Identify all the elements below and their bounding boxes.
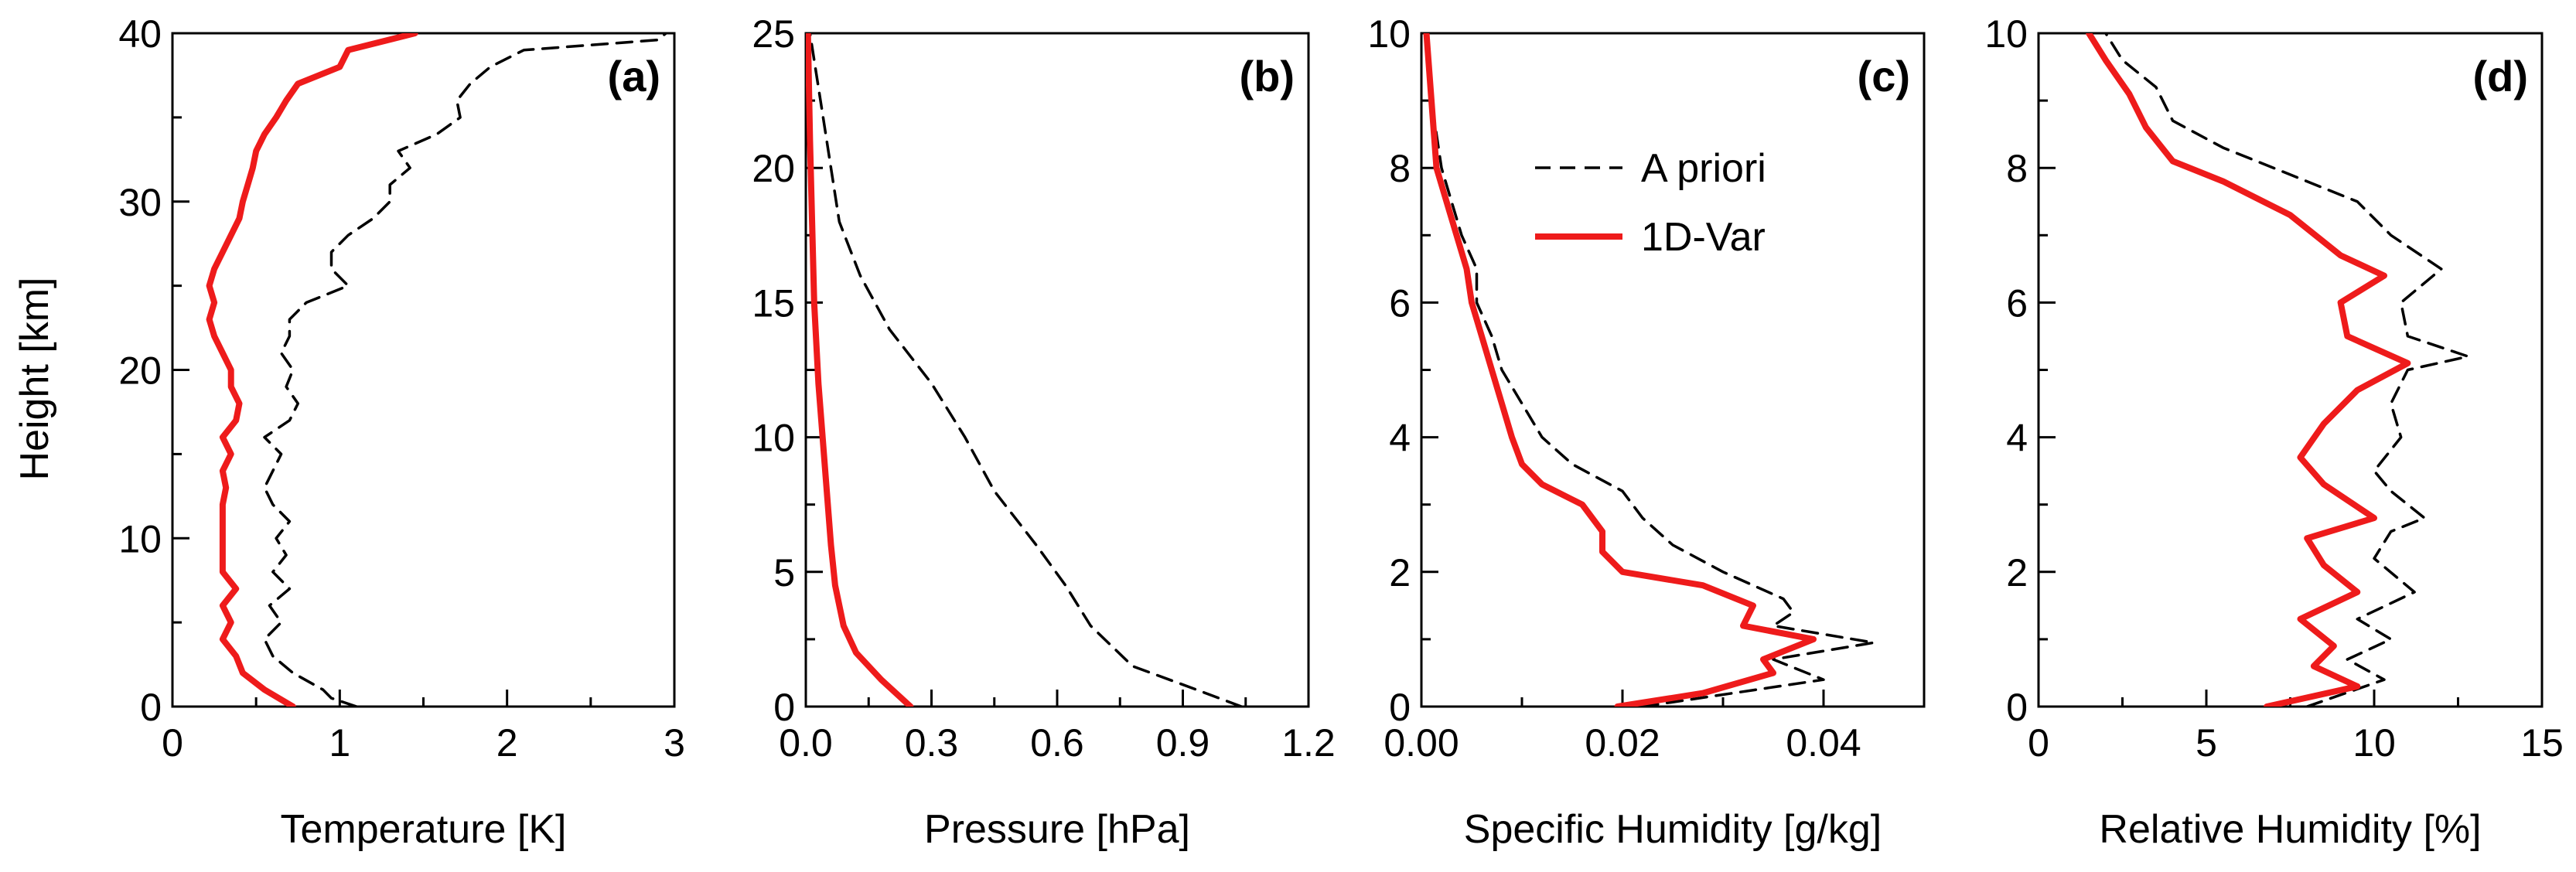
series-line-1d-var	[806, 33, 914, 707]
y-tick-label: 0	[1389, 686, 1411, 729]
x-axis-label: Pressure [hPa]	[924, 807, 1190, 852]
legend-label-a-priori: A priori	[1641, 146, 1766, 191]
y-tick-label: 40	[118, 12, 162, 56]
y-tick-label: 6	[1389, 281, 1411, 325]
y-tick-label: 8	[1389, 147, 1411, 190]
y-axis-label: Height [km]	[12, 278, 57, 481]
x-tick-label: 0.6	[1030, 721, 1084, 765]
x-tick-label: 0	[162, 721, 183, 765]
x-axis-label: Specific Humidity [g/kg]	[1464, 807, 1882, 852]
y-tick-label: 15	[752, 281, 795, 325]
x-tick-label: 5	[2196, 721, 2217, 765]
x-axis-label: Relative Humidity [%]	[2099, 807, 2481, 852]
plot-frame	[171, 32, 676, 708]
chart-panel-1: 0.0 0.3 0.6 0.9 1.2 0 5 10 15 20 25 (b) Pressure [hP…	[752, 12, 1335, 852]
y-tick-label: 10	[1367, 12, 1411, 56]
series-line-a-priori	[2104, 33, 2470, 707]
plot-frame	[1420, 32, 1926, 708]
series-line-1d-var	[206, 33, 418, 707]
legend: A priori 1D-Var	[1535, 146, 1766, 260]
x-tick-label: 3	[664, 721, 685, 765]
x-tick-label: 1.2	[1281, 721, 1336, 765]
plot-frame	[804, 32, 1310, 708]
y-tick-label: 30	[118, 181, 162, 224]
chart-panel-2: 0.00 0.02 0.04 0 2 4 6 8 10 (c) Specific Humidity …	[1367, 12, 1926, 852]
x-tick-label: 0	[2028, 721, 2049, 765]
x-tick-label: 1	[329, 721, 350, 765]
x-tick-label: 0.9	[1156, 721, 1210, 765]
y-tick-label: 5	[773, 551, 795, 594]
series-line-a-priori	[263, 33, 667, 707]
y-tick-label: 25	[752, 12, 795, 56]
panel-label: (c)	[1858, 52, 1910, 100]
chart-panel-3: 0 5 10 15 0 2 4 6 8 10 (d) Relative Humidity [%]	[1984, 12, 2563, 852]
y-tick-label: 4	[2006, 417, 2028, 460]
y-tick-label: 8	[2006, 147, 2028, 190]
y-tick-label: 4	[1389, 417, 1411, 460]
series-line-1d-var	[2086, 33, 2411, 707]
panel-label: (a)	[608, 52, 660, 100]
y-tick-label: 0	[773, 686, 795, 729]
x-tick-label: 0.04	[1786, 721, 1861, 765]
y-tick-label: 20	[752, 147, 795, 190]
y-tick-label: 20	[118, 349, 162, 393]
y-tick-label: 2	[1389, 551, 1411, 594]
y-tick-label: 0	[2006, 686, 2028, 729]
y-tick-label: 10	[752, 417, 795, 460]
panel-label: (b)	[1239, 52, 1295, 100]
series-line-a-priori	[808, 33, 1244, 707]
y-tick-label: 10	[118, 517, 162, 560]
panel-label: (d)	[2472, 52, 2528, 100]
x-tick-label: 0.02	[1585, 721, 1660, 765]
x-tick-label: 10	[2353, 721, 2396, 765]
x-tick-label: 0.3	[905, 721, 959, 765]
x-tick-label: 2	[496, 721, 518, 765]
y-tick-label: 10	[1984, 12, 2028, 56]
y-tick-label: 6	[2006, 281, 2028, 325]
x-tick-label: 0.0	[779, 721, 833, 765]
plot-frame	[2037, 32, 2544, 708]
y-tick-label: 0	[140, 686, 162, 729]
series-line-1d-var	[1423, 33, 1817, 707]
legend-label-1d-var: 1D-Var	[1641, 215, 1766, 260]
series-line-a-priori	[1424, 33, 1875, 707]
x-tick-label: 15	[2520, 721, 2564, 765]
x-tick-label: 0.00	[1384, 721, 1459, 765]
x-axis-label: Temperature [K]	[281, 807, 567, 852]
y-tick-label: 2	[2006, 551, 2028, 594]
